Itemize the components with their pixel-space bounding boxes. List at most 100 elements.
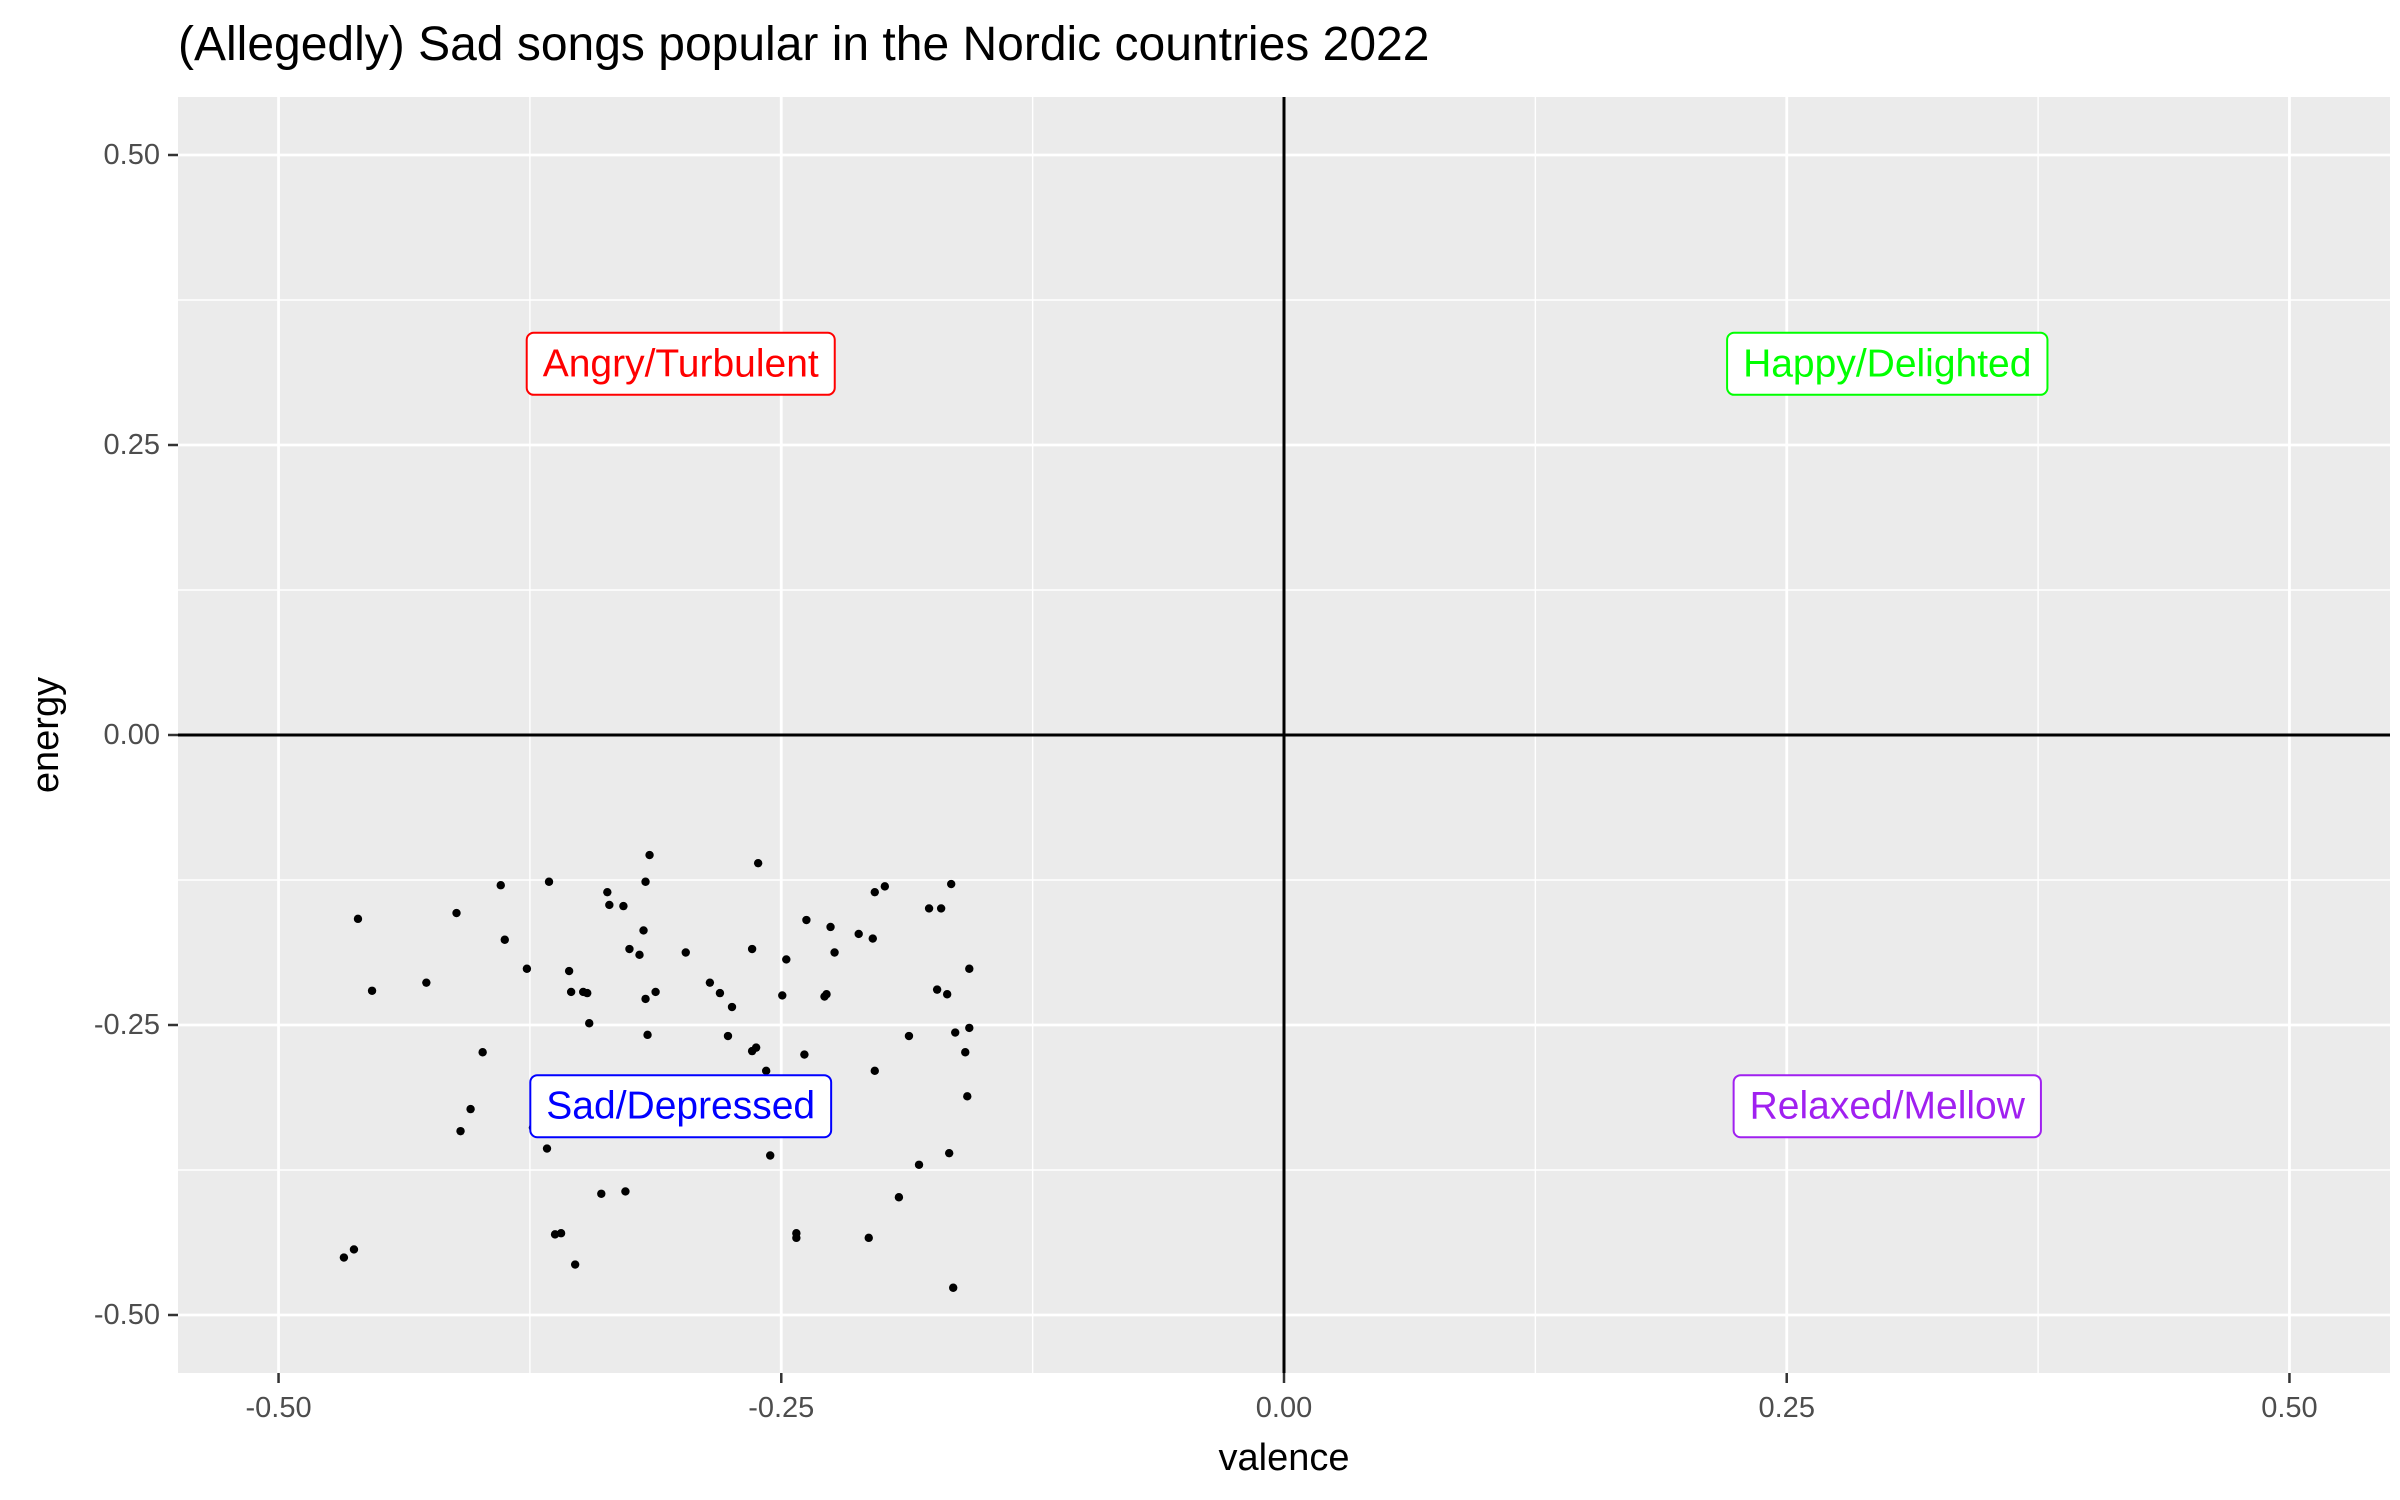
quadrant-label-box xyxy=(525,331,836,396)
y-tick-label: -0.25 xyxy=(94,1009,160,1041)
data-point xyxy=(782,955,791,964)
data-point xyxy=(932,985,942,994)
quadrant-labels: Angry/Turbulent Happy/Delighted Sad/Depres… xyxy=(525,331,2049,1139)
data-point xyxy=(496,881,505,890)
data-point xyxy=(936,904,946,913)
data-point xyxy=(500,935,509,944)
data-point xyxy=(942,990,952,999)
data-point xyxy=(556,1229,566,1238)
data-point xyxy=(830,948,839,957)
data-point xyxy=(951,1028,960,1037)
data-point xyxy=(822,990,831,999)
data-point xyxy=(349,1245,359,1254)
quadrant-label: Angry/Turbulent xyxy=(525,331,836,396)
x-tick-label: -0.25 xyxy=(748,1392,814,1424)
quadrant-label-text: Sad/Depressed xyxy=(546,1085,815,1128)
data-point xyxy=(723,1031,733,1041)
data-point xyxy=(570,1260,580,1269)
data-point xyxy=(904,1031,914,1041)
quadrant-label-text: Angry/Turbulent xyxy=(543,342,819,385)
data-point xyxy=(870,887,879,897)
data-point xyxy=(625,944,634,954)
data-point xyxy=(715,988,725,998)
data-point xyxy=(854,929,863,939)
quadrant-label: Relaxed/Mellow xyxy=(1732,1074,2042,1139)
x-tick-label: 0.50 xyxy=(2261,1392,2317,1424)
data-point xyxy=(802,915,811,925)
data-point xyxy=(705,978,715,987)
data-point xyxy=(651,987,660,997)
data-point xyxy=(766,1151,775,1160)
data-point xyxy=(564,966,574,976)
data-point xyxy=(963,1092,972,1101)
data-point xyxy=(792,1233,801,1243)
data-point xyxy=(868,934,877,943)
data-point xyxy=(585,1019,594,1028)
data-point xyxy=(751,1043,761,1052)
data-point xyxy=(914,1160,924,1169)
data-point xyxy=(965,1023,974,1033)
data-point xyxy=(597,1189,606,1198)
data-point xyxy=(603,887,612,897)
data-point xyxy=(800,1050,809,1059)
data-point xyxy=(522,964,532,973)
y-tick-label: 0.50 xyxy=(104,139,160,171)
data-point xyxy=(619,901,628,911)
y-tick-label: -0.50 xyxy=(94,1299,160,1331)
chart-title: (Allegedly) Sad songs popular in the Nor… xyxy=(178,18,1429,71)
quadrant-label-text: Happy/Delighted xyxy=(1743,342,2031,385)
data-point xyxy=(466,1104,475,1114)
data-point xyxy=(924,904,934,913)
data-point xyxy=(761,1066,771,1076)
data-point xyxy=(422,978,431,987)
x-tick-label: 0.00 xyxy=(1256,1392,1312,1424)
quadrant-label-box xyxy=(529,1074,833,1139)
x-axis-title: valence xyxy=(1219,1437,1350,1479)
quadrant-label-box xyxy=(1732,1074,2042,1139)
data-point xyxy=(544,877,554,886)
data-point xyxy=(641,877,650,886)
data-point xyxy=(542,1144,552,1153)
data-point xyxy=(635,950,644,960)
y-axis: -0.50 -0.25 0.00 0.25 0.50 xyxy=(94,139,178,1331)
data-point xyxy=(583,988,592,998)
data-point xyxy=(864,1233,873,1243)
data-point xyxy=(645,850,654,860)
data-point xyxy=(641,994,650,1004)
data-point xyxy=(870,1066,879,1076)
data-point xyxy=(478,1048,487,1057)
data-point xyxy=(643,1030,652,1040)
data-point xyxy=(946,879,956,889)
data-point xyxy=(965,964,974,973)
data-point xyxy=(452,908,461,918)
data-point xyxy=(339,1253,349,1262)
data-point xyxy=(826,922,835,932)
data-point xyxy=(639,926,648,935)
data-point xyxy=(753,858,763,868)
data-points xyxy=(339,850,974,1292)
data-point xyxy=(621,1187,630,1196)
data-point xyxy=(778,991,787,1000)
data-point xyxy=(456,1126,465,1136)
data-point xyxy=(894,1193,904,1202)
data-point xyxy=(944,1148,954,1158)
data-point xyxy=(367,986,377,995)
x-axis: -0.50 -0.25 0.00 0.25 0.50 xyxy=(245,1373,2318,1424)
quadrant-label: Happy/Delighted xyxy=(1726,331,2049,396)
y-tick-label: 0.00 xyxy=(104,719,160,751)
quadrant-label-box xyxy=(1726,331,2049,396)
y-axis-title: energy xyxy=(25,677,67,793)
data-point xyxy=(566,987,576,997)
data-point xyxy=(681,948,690,957)
x-tick-label: 0.25 xyxy=(1759,1392,1815,1424)
data-point xyxy=(747,944,757,954)
y-tick-label: 0.25 xyxy=(104,429,160,461)
x-tick-label: -0.50 xyxy=(245,1392,311,1424)
reference-lines xyxy=(178,97,2390,1373)
quadrant-label-text: Relaxed/Mellow xyxy=(1750,1085,2026,1128)
data-point xyxy=(727,1002,737,1012)
data-point xyxy=(961,1048,970,1057)
data-point xyxy=(880,882,890,891)
quadrant-label: Sad/Depressed xyxy=(529,1074,833,1139)
